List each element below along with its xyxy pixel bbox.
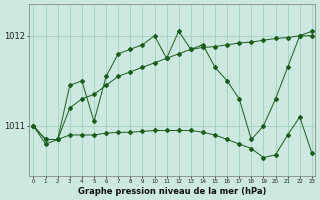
X-axis label: Graphe pression niveau de la mer (hPa): Graphe pression niveau de la mer (hPa): [78, 187, 266, 196]
